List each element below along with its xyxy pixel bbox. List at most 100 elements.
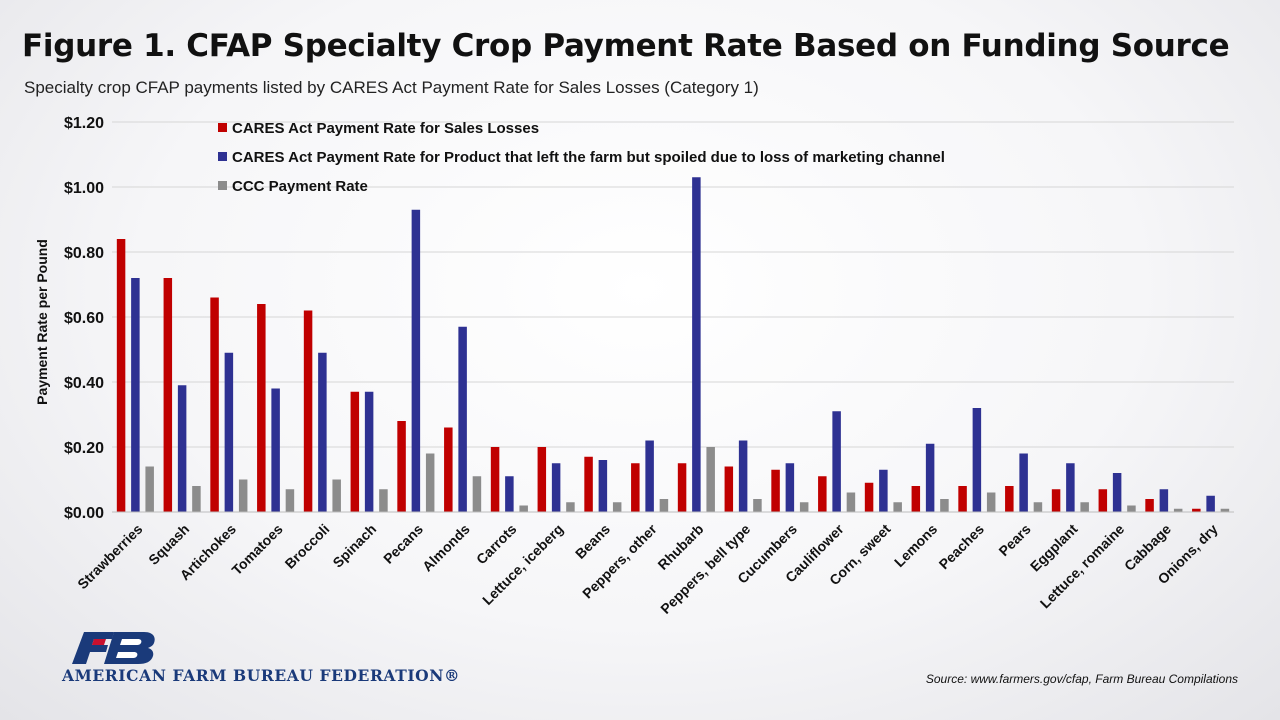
y-tick-label: $1.00 [64,180,104,197]
bar [145,466,154,512]
x-tick-label: Broccoli [282,521,333,572]
bar [116,239,126,512]
y-tick-label: $0.40 [64,375,104,392]
bar [131,278,140,512]
bar [1080,502,1089,512]
legend-swatch [218,152,227,161]
bar [257,304,266,512]
x-tick-label: Strawberries [74,521,145,592]
y-axis-ticks: $0.00 $0.20 $0.40 $0.60 $0.80 $1.00 $1.20 [64,115,104,522]
x-tick-label: Beans [572,521,613,562]
x-tick-label: Pears [995,521,1033,559]
x-tick-label: Pecans [380,521,426,567]
bar [411,209,421,512]
source-note: Source: www.farmers.gov/cfap, Farm Burea… [925,672,1238,686]
bar [879,469,888,512]
bar [1033,502,1043,512]
bar [706,447,715,512]
legend-swatch [218,123,227,132]
bar [986,492,996,512]
bar [677,463,687,512]
bar [645,440,654,512]
farm-bureau-logo-icon [72,632,155,664]
bar [379,489,388,512]
bar [458,326,467,512]
bar [318,352,327,512]
bar [210,297,219,512]
bar [738,440,748,512]
bar [425,453,435,512]
x-tick-label: Lettuce, romaine [1037,521,1128,612]
legend: CARES Act Payment Rate for Sales Losses C… [218,120,945,195]
bar [911,486,921,512]
bar [598,460,608,512]
y-tick-label: $1.20 [64,115,104,132]
gridlines [112,121,1234,448]
bar [584,456,593,512]
bar [1173,508,1183,512]
bar [505,476,514,512]
bar [303,310,313,512]
bar-group [116,177,1230,512]
x-tick-label: Peaches [935,521,987,573]
bar [350,391,360,512]
bar [1066,463,1075,512]
x-tick-label: Lettuce, iceberg [479,521,566,608]
bar [163,278,173,512]
bar [519,505,528,512]
bar [285,489,295,512]
bar [753,499,762,512]
y-axis-label: Payment Rate per Pound [34,239,50,405]
bar [444,427,453,512]
bar [864,482,874,512]
bar [631,463,640,512]
x-tick-label: Spinach [329,521,379,571]
bar [238,479,248,512]
bar [785,463,795,512]
x-tick-label: Lemons [891,521,940,570]
legend-swatch [218,181,227,190]
legend-label: CCC Payment Rate [232,178,368,195]
bar [551,463,561,512]
bar [724,466,734,512]
bar [612,502,622,512]
bar [332,479,341,512]
bar [1098,489,1108,512]
y-tick-label: $0.00 [64,505,104,522]
legend-label: CARES Act Payment Rate for Product that … [232,149,945,166]
bar [1159,489,1169,512]
bar [958,486,967,512]
bar [1051,489,1061,512]
x-tick-label: Tomatoes [228,521,285,578]
bar-chart: $0.00 $0.20 $0.40 $0.60 $0.80 $1.00 $1.20 Stra… [34,115,1234,617]
chart-subtitle: Specialty crop CFAP payments listed by C… [24,78,759,97]
bar [1019,453,1028,512]
bar [364,391,374,512]
y-tick-label: $0.20 [64,440,104,457]
bar [271,388,280,512]
bar [537,447,547,512]
bar [1005,486,1014,512]
bar [566,502,575,512]
bar [1206,495,1215,512]
bar [940,499,949,512]
bar [192,486,201,512]
legend-label: CARES Act Payment Rate for Sales Losses [232,120,539,137]
bar [177,385,187,512]
bar [1112,473,1122,512]
bar [893,502,902,512]
bar [846,492,856,512]
bar [832,411,841,512]
bar [659,499,669,512]
bar [972,408,982,512]
afbf-logo: AMERICAN FARM BUREAU FEDERATION® [62,626,462,688]
x-tick-label: Almonds [419,521,473,575]
bar [692,177,701,512]
y-tick-label: $0.60 [64,310,104,327]
bar [224,352,234,512]
bar [397,421,406,512]
bar [818,476,827,512]
bar [925,443,935,512]
bar [1127,505,1136,512]
chart-title: Figure 1. CFAP Specialty Crop Payment Ra… [22,28,1230,64]
